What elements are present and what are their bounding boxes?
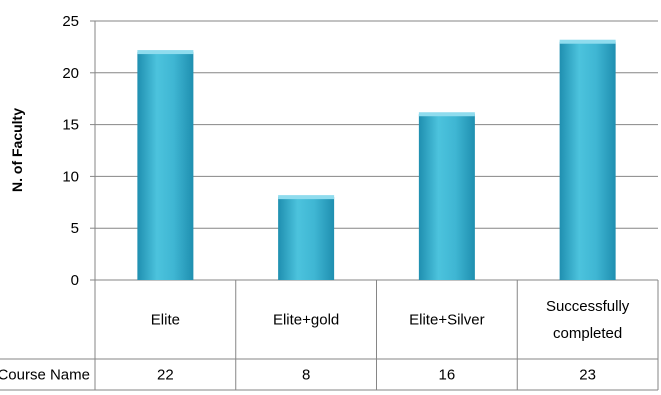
table-value: 16 <box>439 367 456 384</box>
bars <box>137 39 616 281</box>
bar <box>559 41 616 280</box>
bar <box>278 197 335 280</box>
category-label: Elite+Silver <box>409 312 484 329</box>
table-value: 22 <box>157 367 174 384</box>
bar-top-highlight <box>278 195 335 200</box>
bar <box>418 114 475 281</box>
y-tick-label: 0 <box>71 272 79 289</box>
table-value: 23 <box>579 367 596 384</box>
y-tick-label: 5 <box>71 220 79 237</box>
category-label: Elite <box>151 312 180 329</box>
table-row-label: Course Name <box>0 367 90 384</box>
y-tick-label: 10 <box>62 168 79 185</box>
bar-top-highlight <box>559 39 616 44</box>
category-label: Elite+gold <box>273 312 339 329</box>
bar <box>137 52 194 280</box>
bar-top-highlight <box>137 50 194 55</box>
y-tick-label: 15 <box>62 117 79 134</box>
y-axis: 0 5 10 15 20 25 <box>62 13 96 289</box>
bar-top-highlight <box>418 112 475 117</box>
y-tick-label: 25 <box>62 13 79 30</box>
table-value: 8 <box>302 367 310 384</box>
category-label: Successfully completed <box>546 298 630 342</box>
data-table: Elite Elite+gold Elite+Silver Successfully c… <box>0 280 659 391</box>
y-tick-label: 20 <box>62 65 79 82</box>
y-axis-label: N. of Faculty <box>9 108 25 192</box>
